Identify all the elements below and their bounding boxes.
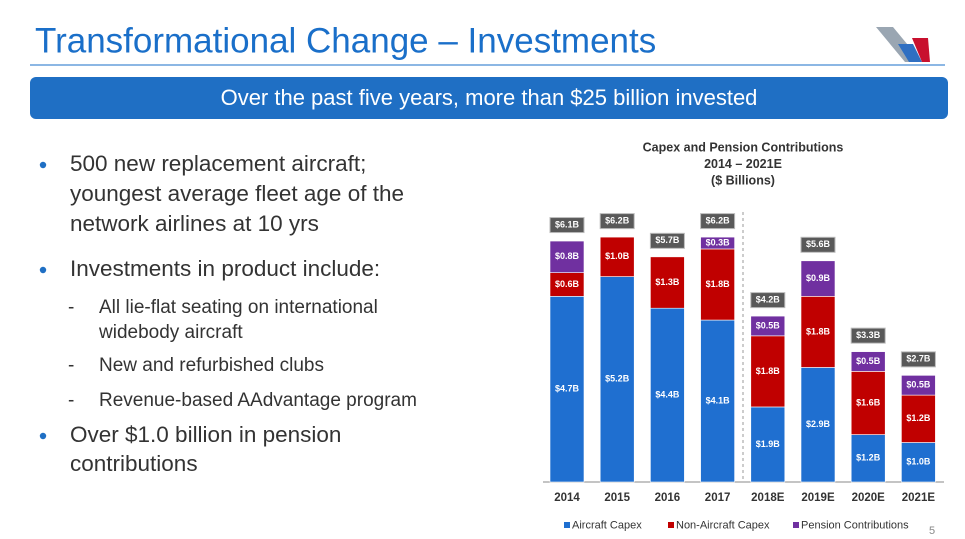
chart-title: ($ Billions)	[711, 173, 775, 187]
bar-segment	[650, 307, 685, 483]
bar-segment	[650, 256, 685, 309]
bar-segment	[700, 319, 735, 483]
bar-segment	[800, 367, 836, 483]
page-number: 5	[929, 525, 935, 537]
x-tick-label: 2015	[604, 492, 630, 504]
sub-dash: -	[68, 297, 74, 318]
total-label: $6.1B	[555, 219, 580, 229]
bar-segment	[549, 240, 585, 273]
value-label: $4.1B	[706, 395, 731, 405]
value-label: $0.6B	[555, 279, 580, 289]
value-label: $1.6B	[856, 397, 881, 407]
bullet-dot	[39, 432, 47, 440]
total-label: $4.2B	[756, 294, 781, 304]
value-label: $5.2B	[605, 374, 630, 384]
bullet-text: Over $1.0 billion in pension	[70, 422, 341, 447]
bullet-dot	[39, 161, 47, 169]
total-box	[599, 213, 635, 230]
banner-text: Over the past five years, more than $25 …	[221, 85, 758, 110]
value-label: $0.5B	[906, 380, 931, 390]
x-tick-label: 2021E	[902, 492, 936, 504]
total-box	[800, 236, 836, 253]
legend-label: Non-Aircraft Capex	[676, 519, 770, 531]
x-tick-label: 2018E	[751, 492, 785, 504]
value-label: $0.3B	[706, 237, 731, 247]
bar-segment	[750, 315, 786, 337]
x-tick-label: 2020E	[852, 492, 886, 504]
value-label: $0.8B	[555, 251, 580, 261]
total-label: $6.2B	[605, 215, 630, 225]
banner	[30, 77, 948, 119]
total-box	[900, 351, 936, 368]
chart-title: 2014 – 2021E	[704, 157, 782, 171]
bar-segment	[700, 236, 735, 250]
sub-dash: -	[68, 355, 74, 376]
bullet-text: network airlines at 10 yrs	[70, 211, 319, 236]
total-box	[750, 292, 786, 309]
bar-segment	[549, 296, 585, 483]
bullet-dot	[39, 266, 47, 274]
slide-title: Transformational Change – Investments	[35, 21, 656, 60]
value-label: $1.8B	[756, 366, 781, 376]
bullet-text: contributions	[70, 451, 198, 476]
x-tick-label: 2016	[655, 492, 681, 504]
value-label: $1.3B	[655, 277, 680, 287]
value-label: $1.2B	[856, 453, 881, 463]
sub-dash: -	[68, 390, 74, 411]
bullet-text: youngest average fleet age of the	[70, 181, 404, 206]
total-label: $6.2B	[706, 215, 731, 225]
chart-title: Capex and Pension Contributions	[643, 140, 844, 154]
bar-segment	[901, 442, 936, 483]
bar-segment	[901, 375, 936, 396]
value-label: $1.8B	[706, 279, 731, 289]
sub-bullet-text: New and refurbished clubs	[99, 355, 324, 376]
value-label: $2.9B	[806, 419, 831, 429]
total-box	[549, 217, 585, 234]
bar-segment	[700, 248, 735, 321]
value-label: $0.9B	[806, 273, 831, 283]
bar-segment	[800, 260, 836, 297]
x-tick-label: 2014	[554, 492, 580, 504]
value-label: $1.2B	[906, 413, 931, 423]
x-tick-label: 2019E	[801, 492, 835, 504]
bar-segment	[850, 351, 886, 372]
value-label: $0.5B	[856, 356, 881, 366]
value-label: $0.5B	[756, 320, 781, 330]
total-box	[700, 213, 736, 230]
bullet-text: Investments in product include:	[70, 256, 380, 281]
bar-segment	[750, 406, 786, 483]
value-label: $4.7B	[555, 384, 580, 394]
value-label: $1.0B	[605, 251, 630, 261]
total-label: $5.6B	[806, 239, 831, 249]
sub-bullet-text: widebody aircraft	[98, 322, 243, 343]
total-label: $3.3B	[856, 330, 881, 340]
bar-segment	[850, 434, 886, 483]
legend-label: Aircraft Capex	[572, 519, 642, 531]
value-label: $1.9B	[756, 439, 781, 449]
total-label: $2.7B	[906, 354, 931, 364]
bullet-text: 500 new replacement aircraft;	[70, 151, 366, 176]
legend-label: Pension Contributions	[801, 519, 909, 531]
value-label: $4.4B	[655, 389, 680, 399]
value-label: $1.8B	[806, 326, 831, 336]
x-tick-label: 2017	[705, 492, 731, 504]
legend-swatch	[668, 522, 674, 528]
logo	[876, 27, 930, 62]
total-box	[850, 327, 886, 344]
sub-bullet-text: All lie-flat seating on international	[99, 297, 378, 318]
sub-bullet-text: Revenue-based AAdvantage program	[99, 390, 417, 411]
bar-segment	[800, 296, 836, 368]
bar-segment	[599, 276, 635, 483]
bar-segment	[901, 394, 936, 443]
value-label: $1.0B	[906, 457, 931, 467]
total-box	[649, 232, 685, 249]
legend-swatch	[564, 522, 570, 528]
bar-segment	[750, 335, 786, 408]
bar-segment	[599, 236, 635, 277]
bar-segment	[850, 371, 886, 435]
total-label: $5.7B	[655, 235, 680, 245]
legend-swatch	[793, 522, 799, 528]
